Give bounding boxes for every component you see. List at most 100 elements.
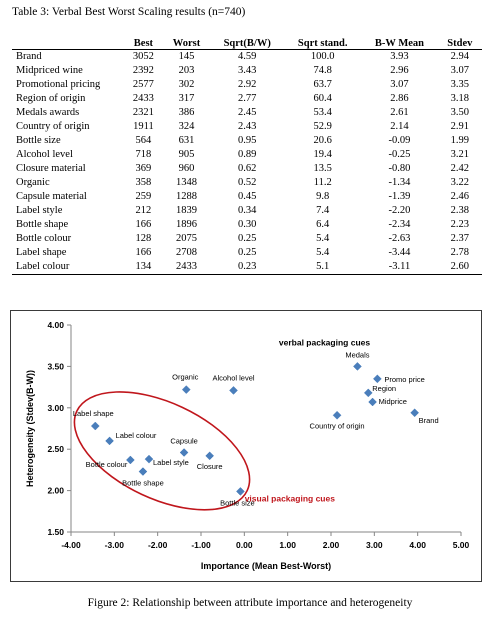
table-cell: 3.07 [450,64,470,76]
table-cell: 3052 [132,50,154,62]
table-cell: 2.94 [450,50,470,62]
table-cell: 2075 [176,233,198,245]
table-row: Label colour 134 2433 0.23 5.1 -3.11 2.60 [12,260,482,276]
data-point-label: Label style [153,458,189,467]
table-cell: -3.11 [361,260,438,276]
table-cell: 2.37 [450,233,470,245]
table-cell: 2.23 [450,219,470,231]
column-header: Worst [162,22,211,50]
table-cell: 1896 [176,219,198,231]
row-label: Country of origin [16,120,90,132]
table-cell: 386 [178,106,195,118]
table-cell: 3.07 [390,78,409,90]
row-label: Bottle size [16,134,61,146]
table-cell: 11.2 [313,176,332,188]
data-point-label: Alcohol level [212,373,254,382]
table-body: Brand 3052 145 4.59 100.0 3.93 2.94 Midpriced w… [12,49,482,276]
row-label: Label style [16,205,63,217]
table-caption: Table 3: Verbal Best Worst Scaling resul… [12,6,246,18]
data-point-marker [236,487,245,496]
data-point-label: Brand [419,416,439,425]
table-cell: 2708 [176,247,198,259]
table-cell: 0.45 [238,190,257,202]
row-label: Label colour [12,260,124,276]
table-cell: 145 [178,50,195,62]
table-cell: 9.8 [316,190,330,202]
table-cell: 3.43 [238,64,257,76]
table-cell: 2.86 [390,92,409,104]
table-cell: 960 [178,162,195,174]
column-header [12,22,124,50]
x-tick-label: 2.00 [323,540,340,550]
table-row: Label shape 166 2708 0.25 5.4 -3.44 2.78 [12,246,482,260]
table-row: Closure material 369 960 0.62 13.5 -0.80 2.42 [12,162,482,176]
column-header: Sqrt stand. [284,22,362,50]
table-cell: 0.34 [238,205,257,217]
row-label: Closure material [16,162,86,174]
table-cell: 0.25 [238,247,257,259]
table-cell: 2.42 [450,162,470,174]
table-cell: 3.21 [450,148,470,160]
table-cell: 2.46 [450,190,470,202]
table-row: Bottle colour 128 2075 0.25 5.4 -2.63 2.37 [12,232,482,246]
table-row: Country of origin 1911 324 2.43 52.9 2.14 2.91 [12,120,482,134]
table-cell: -0.80 [388,162,411,174]
table-cell: 324 [178,120,195,132]
table-cell: 369 [135,162,152,174]
row-label: Label shape [16,247,67,259]
data-point-marker [363,388,373,398]
table-row: Alcohol level 718 905 0.89 19.4 -0.25 3.21 [12,148,482,162]
row-label: Promotional pricing [16,78,101,90]
data-point-marker [410,408,419,418]
table-cell: 2433 [132,92,154,104]
data-point-label: Organic [172,373,199,382]
table-cell: 13.5 [313,162,332,174]
table-cell: 1839 [176,205,198,217]
column-header: Sqrt(B/W) [210,22,285,50]
data-point-label: Medals [345,350,369,359]
table-cell: -2.20 [388,205,411,217]
table-cell: 20.6 [313,134,332,146]
verbal-cues-annotation: verbal packaging cues [279,338,370,348]
data-point-label: Region [372,384,396,393]
data-point-marker [373,374,382,384]
table-header-row: Best Worst Sqrt(B/W) Sqrt stand. B-W Mean Std… [12,22,482,50]
row-label: Alcohol level [16,148,73,160]
table-cell: 100.0 [310,50,335,62]
y-tick-label: 2.50 [47,444,64,454]
table-cell: 2.78 [450,247,470,259]
table-cell: 0.30 [238,219,257,231]
x-tick-label: -2.00 [148,540,168,550]
table-cell: 0.62 [238,162,257,174]
table-cell: 1288 [176,190,198,202]
table-cell: 53.4 [313,106,332,118]
table-cell: 0.52 [238,176,257,188]
table-row: Bottle size 564 631 0.95 20.6 -0.09 1.99 [12,134,482,148]
table-cell: 3.50 [450,106,470,118]
data-point-marker [229,386,238,395]
table-cell: 905 [178,148,195,160]
table-row: Promotional pricing 2577 302 2.92 63.7 3.07 3.… [12,78,482,92]
table-cell: 3.93 [390,50,409,62]
table-cell: 1911 [133,120,154,132]
table-cell: 317 [178,92,195,104]
table-cell: -0.09 [388,134,411,146]
table-cell: 166 [135,219,152,231]
table-cell: 259 [135,190,152,202]
table-cell: 1348 [176,176,198,188]
x-tick-label: -3.00 [105,540,125,550]
table-cell: 52.9 [313,120,332,132]
table-cell: 3.35 [450,78,470,90]
x-tick-label: 4.00 [409,540,426,550]
table-cell: 3.18 [450,92,470,104]
table-cell: 6.4 [316,219,330,231]
data-point-marker [332,410,342,420]
table-cell: 358 [135,176,152,188]
table-row: Medals awards 2321 386 2.45 53.4 2.61 3.50 [12,106,482,120]
data-point-label: Capsule [170,437,198,446]
table-row: Bottle shape 166 1896 0.30 6.4 -2.34 2.23 [12,218,482,232]
x-tick-label: 1.00 [279,540,296,550]
data-point-marker [144,454,154,464]
table-cell: 60.4 [313,92,332,104]
data-point-marker [90,421,100,431]
